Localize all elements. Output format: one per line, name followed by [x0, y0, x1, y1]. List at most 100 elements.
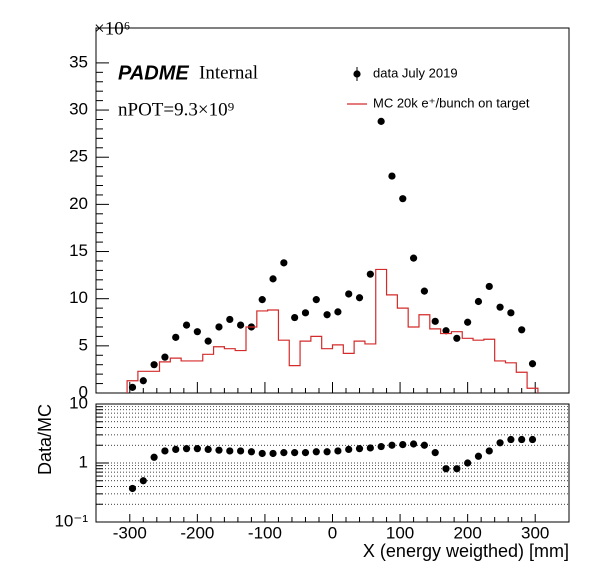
- data-point: [453, 334, 461, 342]
- ratio-point: [301, 449, 310, 457]
- ratio-point: [150, 453, 158, 461]
- data-point: [226, 315, 234, 324]
- ratio-point: [323, 448, 331, 456]
- data-point: [269, 275, 277, 283]
- ratio-point: [334, 447, 342, 455]
- data-point: [399, 195, 407, 203]
- ratio-point: [237, 447, 245, 455]
- y-tick-label: 1: [79, 452, 88, 471]
- y-axis-title: Data/MC: [35, 404, 55, 475]
- data-point: [366, 270, 374, 278]
- x-tick-label: 0: [328, 523, 337, 542]
- experiment-label: PADME: [118, 62, 189, 84]
- data-point: [474, 297, 483, 306]
- data-point: [442, 327, 450, 335]
- data-point: [215, 323, 223, 331]
- ratio-point: [399, 441, 407, 449]
- ratio-point: [291, 449, 299, 457]
- ratio-point: [280, 449, 288, 457]
- data-point: [334, 308, 342, 316]
- y-tick-label: 35: [69, 52, 88, 71]
- data-point: [464, 318, 472, 326]
- data-point: [237, 321, 245, 329]
- ratio-point: [485, 447, 493, 455]
- x-axis-title: X (energy weigthed) [mm]: [363, 541, 569, 561]
- ratio-point: [442, 465, 450, 473]
- y-tick-label: 25: [69, 147, 88, 166]
- data-point: [150, 361, 158, 369]
- ratio-point: [409, 440, 418, 448]
- ratio-point: [312, 448, 320, 456]
- data-point: [507, 309, 515, 317]
- ratio-point: [172, 445, 180, 454]
- data-point: [431, 317, 439, 325]
- data-point: [193, 328, 201, 336]
- ratio-point: [453, 465, 461, 473]
- data-point: [204, 337, 212, 345]
- x-tick-label: 100: [386, 523, 414, 542]
- ratio-point: [182, 445, 191, 453]
- data-point: [409, 254, 418, 262]
- data-point: [323, 311, 331, 319]
- x-tick-label: 300: [521, 523, 549, 542]
- pot-label: nPOT=9.3×10⁹: [118, 99, 235, 120]
- data-point: [258, 296, 266, 304]
- multiplier: ×10⁶: [94, 18, 130, 39]
- ratio-point: [355, 445, 364, 453]
- y-tick-label: 15: [69, 241, 88, 260]
- x-tick-label: -200: [180, 523, 214, 542]
- data-point: [128, 383, 137, 391]
- ratio-point: [161, 447, 169, 455]
- ratio-point: [507, 435, 515, 444]
- data-point: [280, 259, 288, 267]
- x-tick-label: -100: [248, 523, 282, 542]
- data-point: [345, 290, 353, 298]
- y-tick-label: 0: [79, 382, 88, 401]
- y-tick-label: 20: [69, 194, 88, 213]
- data-point: [377, 117, 385, 125]
- ratio-point: [193, 445, 201, 453]
- data-point: [496, 303, 504, 311]
- ratio-point: [431, 449, 439, 457]
- data-point: [161, 353, 169, 361]
- ratio-point: [139, 477, 147, 485]
- ratio-point: [528, 435, 537, 444]
- ratio-point: [269, 449, 277, 458]
- ratio-point: [345, 445, 353, 454]
- data-point: [355, 294, 364, 302]
- mc-histogram: [126, 268, 539, 393]
- y-tick-label: 30: [69, 100, 88, 119]
- data-point: [182, 321, 191, 329]
- ratio-point: [258, 449, 266, 458]
- data-point: [139, 377, 147, 385]
- legend-label: data July 2019: [373, 65, 458, 80]
- legend-label: MC 20k e⁺/bunch on target: [373, 95, 530, 110]
- data-point: [518, 326, 526, 334]
- data-point: [312, 296, 320, 304]
- ratio-point: [464, 459, 472, 467]
- y-tick-label: 10: [69, 393, 88, 412]
- data-point: [301, 309, 310, 317]
- data-point: [485, 282, 493, 291]
- data-point: [388, 172, 396, 180]
- legend-marker: [353, 70, 361, 78]
- ratio-point: [366, 444, 374, 452]
- ratio-point: [518, 435, 526, 444]
- ratio-point: [388, 441, 396, 449]
- ratio-point: [420, 441, 428, 449]
- data-point: [528, 360, 537, 368]
- y-tick-label: 10⁻¹: [54, 511, 88, 530]
- data-point: [291, 313, 299, 322]
- ratio-point: [496, 439, 504, 447]
- x-tick-label: 200: [453, 523, 481, 542]
- ratio-point: [204, 445, 212, 454]
- data-point: [420, 287, 428, 295]
- ratio-point: [474, 452, 483, 460]
- ratio-point: [247, 448, 256, 456]
- internal-label: Internal: [199, 62, 258, 83]
- y-tick-label: 5: [79, 335, 88, 354]
- ratio-point: [215, 446, 223, 454]
